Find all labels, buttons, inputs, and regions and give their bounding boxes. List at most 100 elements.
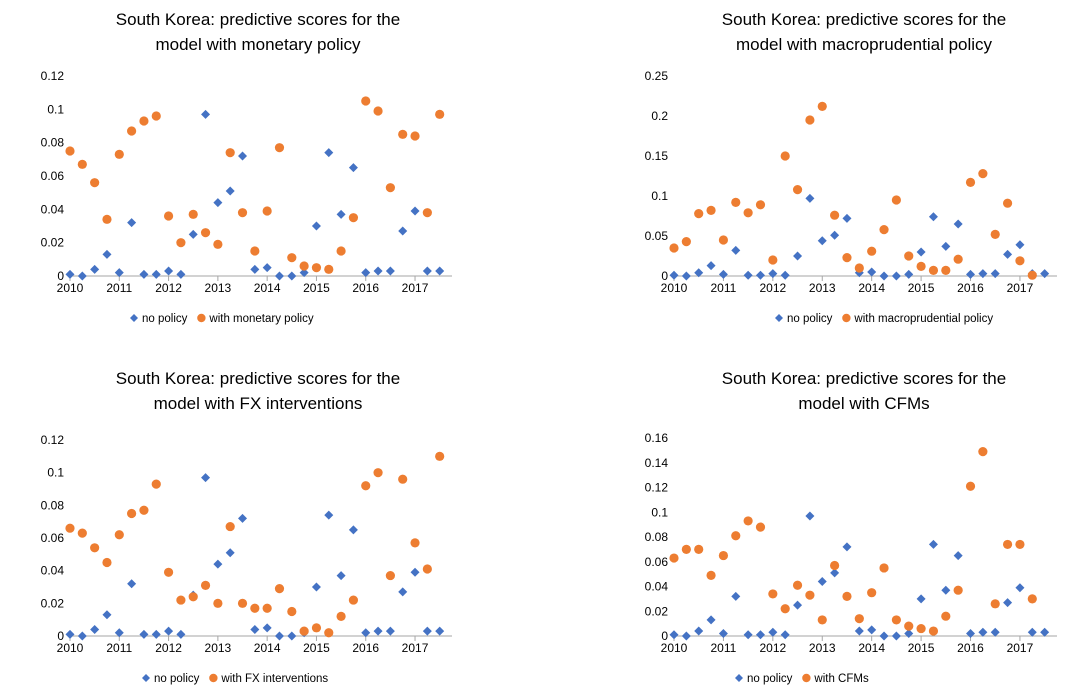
point-no-policy	[361, 628, 371, 638]
y-tick-label: 0.08	[41, 498, 65, 512]
point-no-policy	[422, 626, 432, 636]
point-no-policy	[966, 269, 976, 279]
point-no-policy	[755, 630, 765, 640]
x-tick-label: 2014	[254, 281, 281, 295]
point-with-policy	[324, 628, 334, 638]
point-no-policy	[731, 245, 741, 255]
point-with-policy	[90, 543, 100, 553]
point-with-policy	[792, 185, 803, 195]
point-with-policy	[1027, 270, 1037, 280]
y-tick-label: 0.02	[41, 596, 65, 610]
legend-marker-with-policy	[802, 673, 811, 683]
point-no-policy	[274, 631, 284, 641]
point-with-policy	[941, 611, 951, 621]
point-no-policy	[151, 269, 161, 279]
point-no-policy	[114, 268, 124, 278]
legend-label-with-policy: with macroprudential policy	[853, 313, 993, 325]
y-tick-label: 0.16	[645, 431, 669, 445]
point-with-policy	[139, 116, 149, 126]
point-no-policy	[336, 571, 346, 581]
point-with-policy	[139, 505, 149, 515]
point-no-policy	[262, 263, 272, 273]
point-with-policy	[188, 209, 198, 219]
point-no-policy	[928, 212, 938, 222]
point-no-policy	[102, 610, 112, 620]
y-tick-label: 0.06	[41, 531, 65, 545]
x-tick-label: 2017	[402, 641, 429, 655]
y-tick-label: 0	[57, 269, 64, 283]
y-tick-label: 0.1	[47, 466, 64, 480]
point-no-policy	[311, 221, 321, 231]
point-with-policy	[694, 209, 704, 219]
point-no-policy	[953, 219, 963, 229]
point-with-policy	[65, 523, 75, 533]
point-no-policy	[941, 585, 951, 595]
point-with-policy	[422, 208, 432, 218]
point-with-policy	[743, 516, 753, 526]
point-no-policy	[201, 109, 211, 119]
point-with-policy	[891, 615, 901, 625]
point-no-policy	[978, 269, 988, 279]
point-no-policy	[1015, 583, 1025, 593]
chart-title-line: South Korea: predictive scores for the	[722, 369, 1006, 388]
point-with-policy	[1027, 594, 1037, 604]
point-no-policy	[743, 270, 753, 280]
legend-marker-with-policy	[197, 313, 206, 323]
legend-marker-no-policy	[130, 314, 138, 322]
chart-title-line: South Korea: predictive scores for the	[116, 369, 400, 388]
point-no-policy	[780, 270, 790, 280]
legend-label-with-policy: with monetary policy	[208, 313, 313, 325]
point-no-policy	[90, 264, 100, 274]
y-tick-label: 0.04	[645, 580, 669, 594]
y-tick-label: 0.05	[645, 229, 669, 243]
x-tick-label: 2011	[711, 641, 737, 655]
point-with-policy	[916, 623, 926, 634]
point-no-policy	[398, 587, 408, 597]
point-with-policy	[854, 614, 864, 624]
point-no-policy	[830, 568, 840, 578]
y-tick-label: 0.08	[41, 136, 65, 150]
point-with-policy	[77, 528, 87, 538]
point-no-policy	[176, 269, 186, 279]
x-tick-label: 2012	[759, 641, 786, 655]
chart-title-line: model with macroprudential policy	[736, 35, 993, 54]
point-with-policy	[1002, 198, 1013, 208]
point-no-policy	[842, 213, 852, 223]
point-no-policy	[916, 594, 926, 604]
point-no-policy	[164, 266, 174, 276]
point-with-policy	[311, 623, 322, 633]
point-with-policy	[904, 251, 914, 261]
point-no-policy	[941, 241, 951, 251]
point-with-policy	[941, 265, 951, 275]
x-tick-label: 2012	[155, 281, 182, 295]
y-tick-label: 0.2	[651, 109, 668, 123]
point-no-policy	[669, 630, 679, 640]
chart-panel-fx-interventions: South Korea: predictive scores for the mo…	[0, 348, 538, 696]
point-no-policy	[225, 186, 235, 196]
point-with-policy	[114, 530, 124, 540]
point-with-policy	[830, 560, 840, 571]
point-no-policy	[805, 511, 815, 521]
chart-legend: no policy with FX interventions	[142, 673, 328, 685]
x-tick-label: 2017	[1007, 641, 1034, 655]
x-tick-label: 2013	[809, 281, 836, 295]
point-with-policy	[176, 595, 186, 605]
point-no-policy	[213, 559, 223, 569]
point-with-policy	[200, 228, 211, 238]
point-with-policy	[965, 481, 976, 491]
point-no-policy	[768, 269, 778, 279]
point-with-policy	[336, 611, 346, 621]
point-with-policy	[225, 521, 235, 532]
point-with-policy	[65, 146, 75, 156]
point-no-policy	[77, 271, 87, 281]
point-no-policy	[139, 269, 149, 279]
point-with-policy	[237, 598, 248, 608]
point-no-policy	[706, 615, 716, 625]
x-tick-label: 2014	[858, 281, 885, 295]
point-with-policy	[681, 237, 691, 247]
x-tick-label: 2013	[205, 641, 232, 655]
point-with-policy	[755, 200, 766, 210]
chart-fx-interventions: South Korea: predictive scores for the mo…	[41, 369, 452, 685]
y-tick-label: 0.25	[645, 69, 669, 83]
point-with-policy	[151, 111, 161, 121]
